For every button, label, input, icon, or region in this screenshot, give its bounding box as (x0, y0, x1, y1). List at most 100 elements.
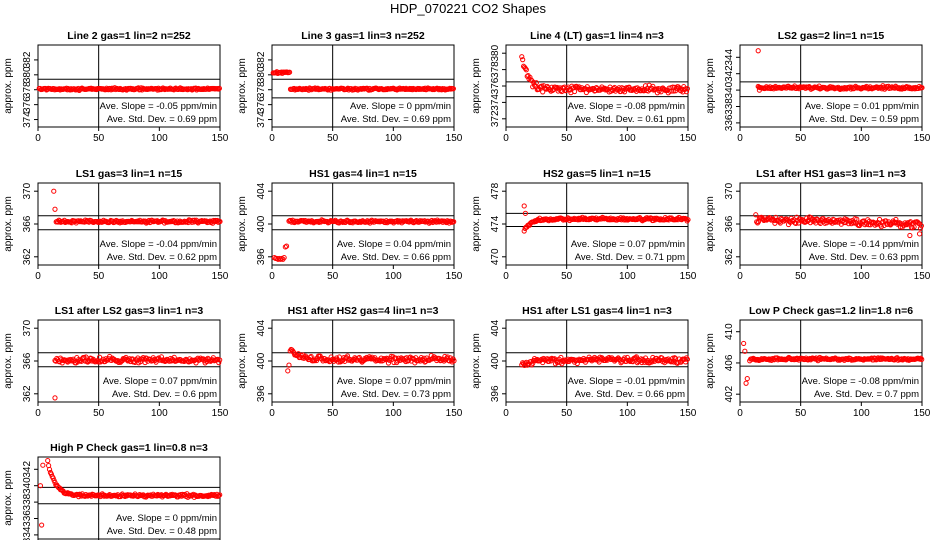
y-tick-label: 380 (490, 44, 501, 61)
data-point (632, 355, 639, 361)
y-axis-label: approx. ppm (705, 196, 716, 252)
data-point (377, 358, 383, 364)
data-point (451, 358, 457, 364)
y-tick-label: 396 (256, 248, 267, 265)
x-tick-label: 100 (385, 408, 402, 419)
y-axis-label: approx. ppm (471, 333, 482, 389)
data-point (744, 375, 750, 382)
panel-1: Line 2 gas=1 lin=2 n=252 approx. ppm 0 50 10… (3, 30, 229, 144)
y-axis-label: approx. ppm (3, 196, 14, 252)
data-point (52, 206, 58, 212)
x-tick-label: 150 (212, 271, 229, 282)
slope-text: Ave. Slope = 0.04 ppm/min (337, 239, 451, 250)
x-tick-label: 100 (853, 271, 870, 282)
x-tick-label: 150 (914, 271, 931, 282)
data-point (286, 362, 292, 368)
y-tick-label: 344 (724, 49, 735, 66)
std-dev-text: Ave. Std. Dev. = 0.59 ppm (809, 114, 919, 125)
y-tick-label: 470 (490, 248, 501, 265)
y-tick-label: 370 (22, 182, 33, 199)
y-tick-label: 400 (490, 352, 501, 369)
x-tick-label: 50 (93, 133, 105, 144)
data-point (908, 224, 914, 230)
y-axis-label: approx. ppm (237, 58, 248, 114)
y-tick-label: 340 (22, 477, 33, 494)
std-dev-text: Ave. Std. Dev. = 0.62 ppm (107, 252, 217, 263)
slope-text: Ave. Slope = 0 ppm/min (350, 101, 451, 112)
data-point (408, 86, 415, 92)
y-tick-label: 374 (256, 111, 267, 128)
data-point (916, 231, 923, 237)
panel-title: HS1 after LS1 gas=4 lin=1 n=3 (522, 305, 672, 317)
x-tick-label: 0 (35, 408, 41, 419)
x-tick-label: 50 (561, 408, 573, 419)
x-tick-label: 100 (385, 271, 402, 282)
data-point (281, 255, 287, 261)
y-axis-label: approx. ppm (237, 196, 248, 252)
data-point (886, 221, 893, 227)
y-tick-label: 380 (22, 66, 33, 83)
data-point (754, 219, 760, 225)
x-tick-label: 150 (446, 408, 463, 419)
data-point (52, 395, 58, 401)
y-tick-label: 382 (22, 51, 33, 68)
data-point (622, 89, 628, 95)
y-tick-label: 474 (490, 215, 501, 232)
data-point (918, 223, 924, 229)
data-point (450, 86, 456, 92)
y-tick-label: 380 (256, 66, 267, 83)
y-axis-label: approx. ppm (3, 470, 14, 526)
data-point (217, 492, 223, 498)
data-point (633, 354, 640, 360)
y-axis-label: approx. ppm (705, 333, 716, 389)
data-point (283, 243, 290, 249)
panel-5: LS1 gas=3 lin=1 n=15 approx. ppm 0 50 100 150… (3, 168, 229, 282)
data-point (402, 86, 408, 93)
panel-9: LS1 after LS2 gas=3 lin=1 n=3 approx. ppm… (3, 305, 229, 419)
panel-8: LS1 after HS1 gas=3 lin=1 n=3 approx. ppm… (705, 168, 931, 282)
y-tick-label: 372 (490, 110, 501, 127)
data-point (682, 86, 689, 92)
y-tick-label: 378 (256, 81, 267, 98)
y-axis-label: approx. ppm (705, 58, 716, 114)
data-point (216, 360, 222, 366)
panel-11: HS1 after LS1 gas=4 lin=1 n=3 approx. ppm… (471, 305, 697, 419)
data-point (876, 216, 883, 223)
std-dev-text: Ave. Std. Dev. = 0.7 ppm (814, 389, 919, 400)
slope-text: Ave. Slope = -0.04 ppm/min (100, 239, 217, 250)
data-point (358, 358, 364, 364)
x-tick-label: 50 (327, 271, 339, 282)
std-dev-text: Ave. Std. Dev. = 0.66 ppm (341, 252, 451, 263)
x-tick-label: 0 (269, 133, 275, 144)
data-point (39, 522, 45, 528)
x-tick-label: 0 (269, 271, 275, 282)
y-tick-label: 362 (724, 248, 735, 265)
y-axis-label: approx. ppm (3, 333, 14, 389)
std-dev-text: Ave. Std. Dev. = 0.61 ppm (575, 114, 685, 125)
std-dev-text: Ave. Std. Dev. = 0.48 ppm (107, 526, 217, 537)
x-tick-label: 100 (853, 133, 870, 144)
data-point (200, 86, 206, 93)
panel-12: Low P Check gas=1.2 lin=1.8 n=6 approx. p… (705, 305, 931, 419)
y-tick-label: 366 (22, 352, 33, 369)
y-tick-label: 378 (490, 61, 501, 78)
data-point (574, 360, 580, 367)
data-point (46, 466, 53, 473)
x-tick-label: 0 (737, 133, 743, 144)
data-point (216, 492, 222, 499)
x-tick-label: 0 (503, 271, 509, 282)
plot-frame (271, 44, 455, 128)
x-tick-label: 0 (737, 271, 743, 282)
x-tick-label: 100 (619, 408, 636, 419)
x-tick-label: 0 (503, 133, 509, 144)
data-point (684, 86, 690, 92)
x-tick-label: 100 (151, 408, 168, 419)
slope-text: Ave. Slope = -0.08 ppm/min (802, 376, 919, 387)
panel-title: LS1 after HS1 gas=3 lin=1 n=3 (756, 168, 906, 180)
y-tick-label: 342 (22, 461, 33, 478)
y-tick-label: 402 (724, 385, 735, 402)
data-point (530, 360, 536, 366)
data-point (451, 219, 457, 225)
y-tick-label: 366 (724, 215, 735, 232)
slope-text: Ave. Slope = -0.14 ppm/min (802, 239, 919, 250)
